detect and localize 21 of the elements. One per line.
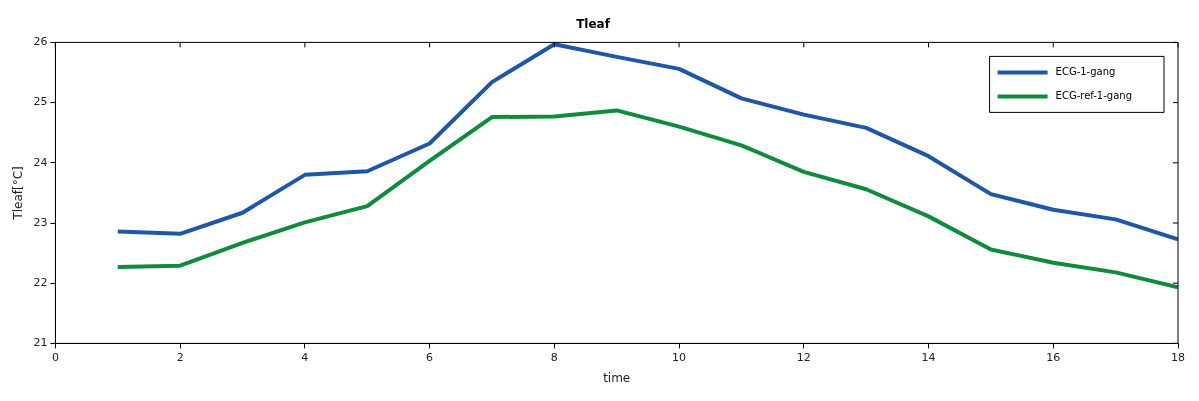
x-tick-label: 16 <box>1046 350 1061 364</box>
x-tick-label: 2 <box>176 350 184 364</box>
x-tick-label: 10 <box>672 350 687 364</box>
y-tick-label: 22 <box>33 276 48 290</box>
x-tick-label: 0 <box>51 350 59 364</box>
y-tick-label: 21 <box>33 336 48 350</box>
x-tick-label: 6 <box>426 350 434 364</box>
x-tick-label: 8 <box>550 350 558 364</box>
x-tick-label: 12 <box>796 350 811 364</box>
y-tick-label: 25 <box>33 95 48 109</box>
y-tick-label: 24 <box>33 155 48 169</box>
y-tick-label: 26 <box>33 35 48 49</box>
chart-title: Tleaf <box>576 17 611 32</box>
legend-label: ECG-ref-1-gang <box>1055 89 1133 101</box>
x-tick-label: 14 <box>921 350 936 364</box>
y-tick-label: 23 <box>33 215 48 229</box>
x-axis-title: time <box>603 370 631 385</box>
legend-label: ECG-1-gang <box>1055 65 1116 77</box>
x-tick-label: 18 <box>1171 350 1185 364</box>
y-axis-title: Tleaf[°C] <box>11 166 26 221</box>
x-tick-label: 4 <box>301 350 309 364</box>
